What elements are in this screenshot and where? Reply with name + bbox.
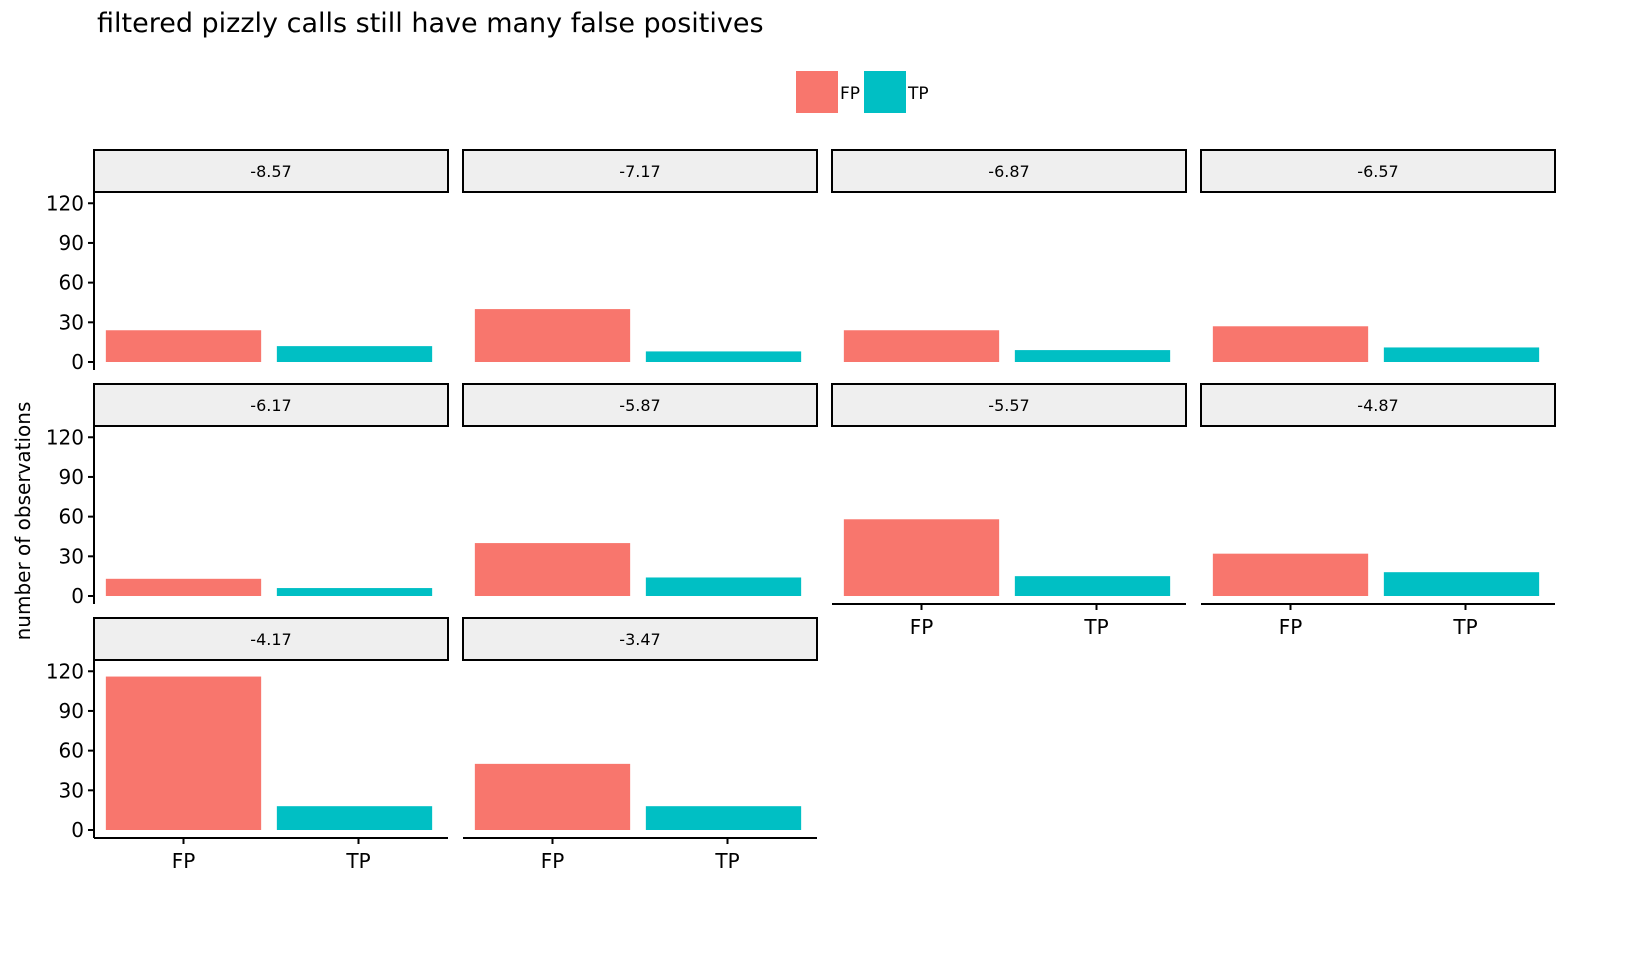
y-tick-label: 0 — [71, 350, 84, 374]
bar-tp — [645, 351, 802, 362]
x-tick-label: TP — [1083, 615, 1108, 639]
bar-fp — [474, 543, 631, 596]
y-tick-label: 90 — [59, 465, 84, 489]
chart-title: filtered pizzly calls still have many fa… — [97, 8, 764, 39]
legend-label: TP — [907, 84, 929, 104]
bar-fp — [843, 330, 1000, 362]
facet-strip — [93, 383, 449, 427]
y-tick-label: 90 — [59, 231, 84, 255]
facet-strip-label: -7.17 — [619, 162, 660, 181]
facet-strip-label: -8.57 — [250, 162, 291, 181]
bar-fp — [474, 309, 631, 362]
y-tick-label: 30 — [59, 310, 84, 334]
y-tick-label: 0 — [71, 818, 84, 842]
facet-panel: -5.57 FP TP — [831, 383, 1187, 639]
facet-strip-label: -5.57 — [988, 396, 1029, 415]
bar-tp — [276, 346, 433, 362]
bar-tp — [1014, 350, 1171, 362]
bar-fp — [105, 676, 262, 830]
facet-strip — [1200, 149, 1556, 193]
bar-tp — [276, 806, 433, 830]
facet-strip-label: -5.87 — [619, 396, 660, 415]
x-tick-label: FP — [1279, 615, 1303, 639]
bar-fp — [105, 578, 262, 596]
facet-strip — [93, 149, 449, 193]
facet-strip-label: -4.87 — [1357, 396, 1398, 415]
facet-panel: -4.87 FP TP — [1200, 383, 1556, 639]
bar-fp — [474, 763, 631, 830]
y-tick-label: 120 — [46, 659, 84, 683]
facet-panel: -8.57 0 30 60 90 120 — [46, 149, 449, 374]
facet-panel: -6.17 0 30 60 90 120 — [46, 383, 449, 608]
bar-tp — [645, 577, 802, 596]
bar-fp — [1212, 553, 1369, 596]
legend-key-tp — [864, 71, 906, 113]
facet-strip — [462, 617, 818, 661]
x-tick-label: FP — [541, 849, 565, 873]
facet-panel: -4.17 0 30 60 90 120 FP TP — [46, 617, 449, 873]
bar-tp — [1014, 576, 1171, 596]
bar-tp — [645, 806, 802, 830]
facet-panel: -5.87 — [462, 383, 818, 596]
bar-fp — [1212, 326, 1369, 362]
y-tick-label: 30 — [59, 544, 84, 568]
facet-panel: -6.87 — [831, 149, 1187, 362]
facet-strip-label: -4.17 — [250, 630, 291, 649]
bar-tp — [1383, 572, 1540, 596]
x-tick-label: TP — [345, 849, 370, 873]
facet-strip — [831, 383, 1187, 427]
facet-strip-label: -3.47 — [619, 630, 660, 649]
legend-key-fp — [796, 71, 838, 113]
y-tick-label: 30 — [59, 778, 84, 802]
bar-tp — [1383, 347, 1540, 362]
x-tick-label: TP — [714, 849, 739, 873]
x-tick-label: FP — [172, 849, 196, 873]
y-tick-label: 0 — [71, 584, 84, 608]
facet-strip — [831, 149, 1187, 193]
legend-label: FP — [840, 84, 860, 104]
x-tick-label: FP — [910, 615, 934, 639]
x-tick-label: TP — [1452, 615, 1477, 639]
y-tick-label: 120 — [46, 425, 84, 449]
y-tick-label: 60 — [59, 271, 84, 295]
facet-strip — [462, 149, 818, 193]
bar-tp — [276, 588, 433, 596]
y-tick-label: 60 — [59, 739, 84, 763]
facet-strip — [1200, 383, 1556, 427]
facet-panel: -3.47 FP TP — [462, 617, 818, 873]
facet-strip — [462, 383, 818, 427]
facet-strip-label: -6.17 — [250, 396, 291, 415]
y-tick-label: 90 — [59, 699, 84, 723]
bar-fp — [843, 519, 1000, 596]
facet-strip — [93, 617, 449, 661]
facet-strip-label: -6.57 — [1357, 162, 1398, 181]
y-tick-label: 60 — [59, 505, 84, 529]
legend: FP TP — [796, 71, 929, 113]
facet-strip-label: -6.87 — [988, 162, 1029, 181]
bar-fp — [105, 330, 262, 362]
facet-panel: -7.17 — [462, 149, 818, 362]
facet-panel: -6.57 — [1200, 149, 1556, 362]
y-axis-title: number of observations — [11, 402, 35, 641]
y-tick-label: 120 — [46, 191, 84, 215]
